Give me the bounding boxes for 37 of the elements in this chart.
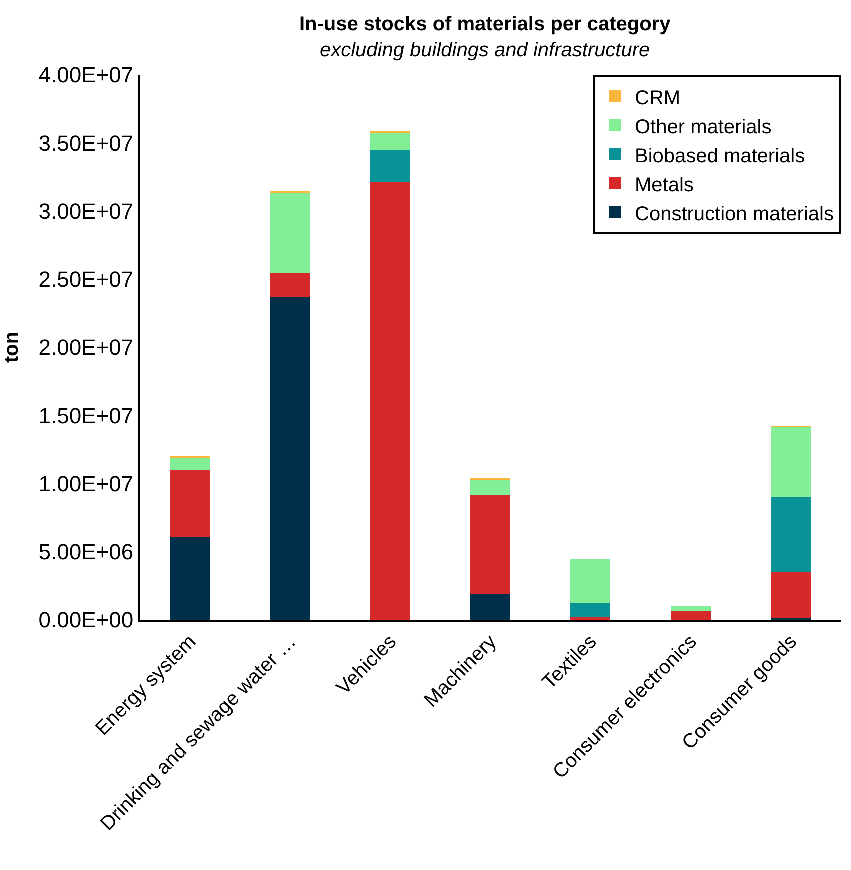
bar: [270, 297, 310, 620]
y-tick-label: 1.50E+07: [38, 403, 134, 428]
bar: [670, 610, 711, 620]
bar: [270, 192, 310, 274]
bar: [370, 132, 410, 150]
bar: [470, 495, 511, 594]
chart-title: In-use stocks of materials per category: [299, 13, 672, 36]
bar: [170, 536, 210, 620]
bar: [370, 150, 410, 183]
chart-subtitle: excluding buildings and infrastructure: [320, 39, 650, 62]
bar: [670, 606, 711, 611]
bar: [570, 602, 611, 617]
bar: [470, 479, 511, 496]
y-tick-label: 1.00E+07: [38, 471, 134, 496]
legend-label: Biobased materials: [635, 145, 806, 168]
y-tick-label: 2.50E+07: [38, 267, 134, 292]
bar: [370, 182, 410, 620]
bar: [270, 273, 310, 298]
bar: [570, 617, 611, 620]
bar: [770, 426, 811, 498]
legend-label: CRM: [635, 87, 681, 110]
bar: [170, 470, 210, 537]
y-tick-label: 0.00E+00: [38, 608, 134, 633]
bar: [770, 572, 811, 619]
bar: [170, 457, 210, 470]
y-tick-label: 2.00E+07: [38, 335, 134, 360]
y-tick-label: 3.50E+07: [38, 130, 134, 156]
y-axis-title: ton: [0, 332, 23, 364]
legend-label: Construction materials: [635, 203, 834, 226]
y-tick-label: 3.00E+07: [38, 198, 134, 224]
legend-label: Metals: [635, 174, 694, 196]
bar: [470, 594, 511, 620]
bar: [770, 497, 811, 572]
y-tick-label: 4.00E+07: [38, 62, 134, 88]
bar: [570, 559, 611, 603]
legend-label: Other materials: [635, 116, 772, 138]
y-tick-label: 5.00E+06: [38, 540, 134, 565]
